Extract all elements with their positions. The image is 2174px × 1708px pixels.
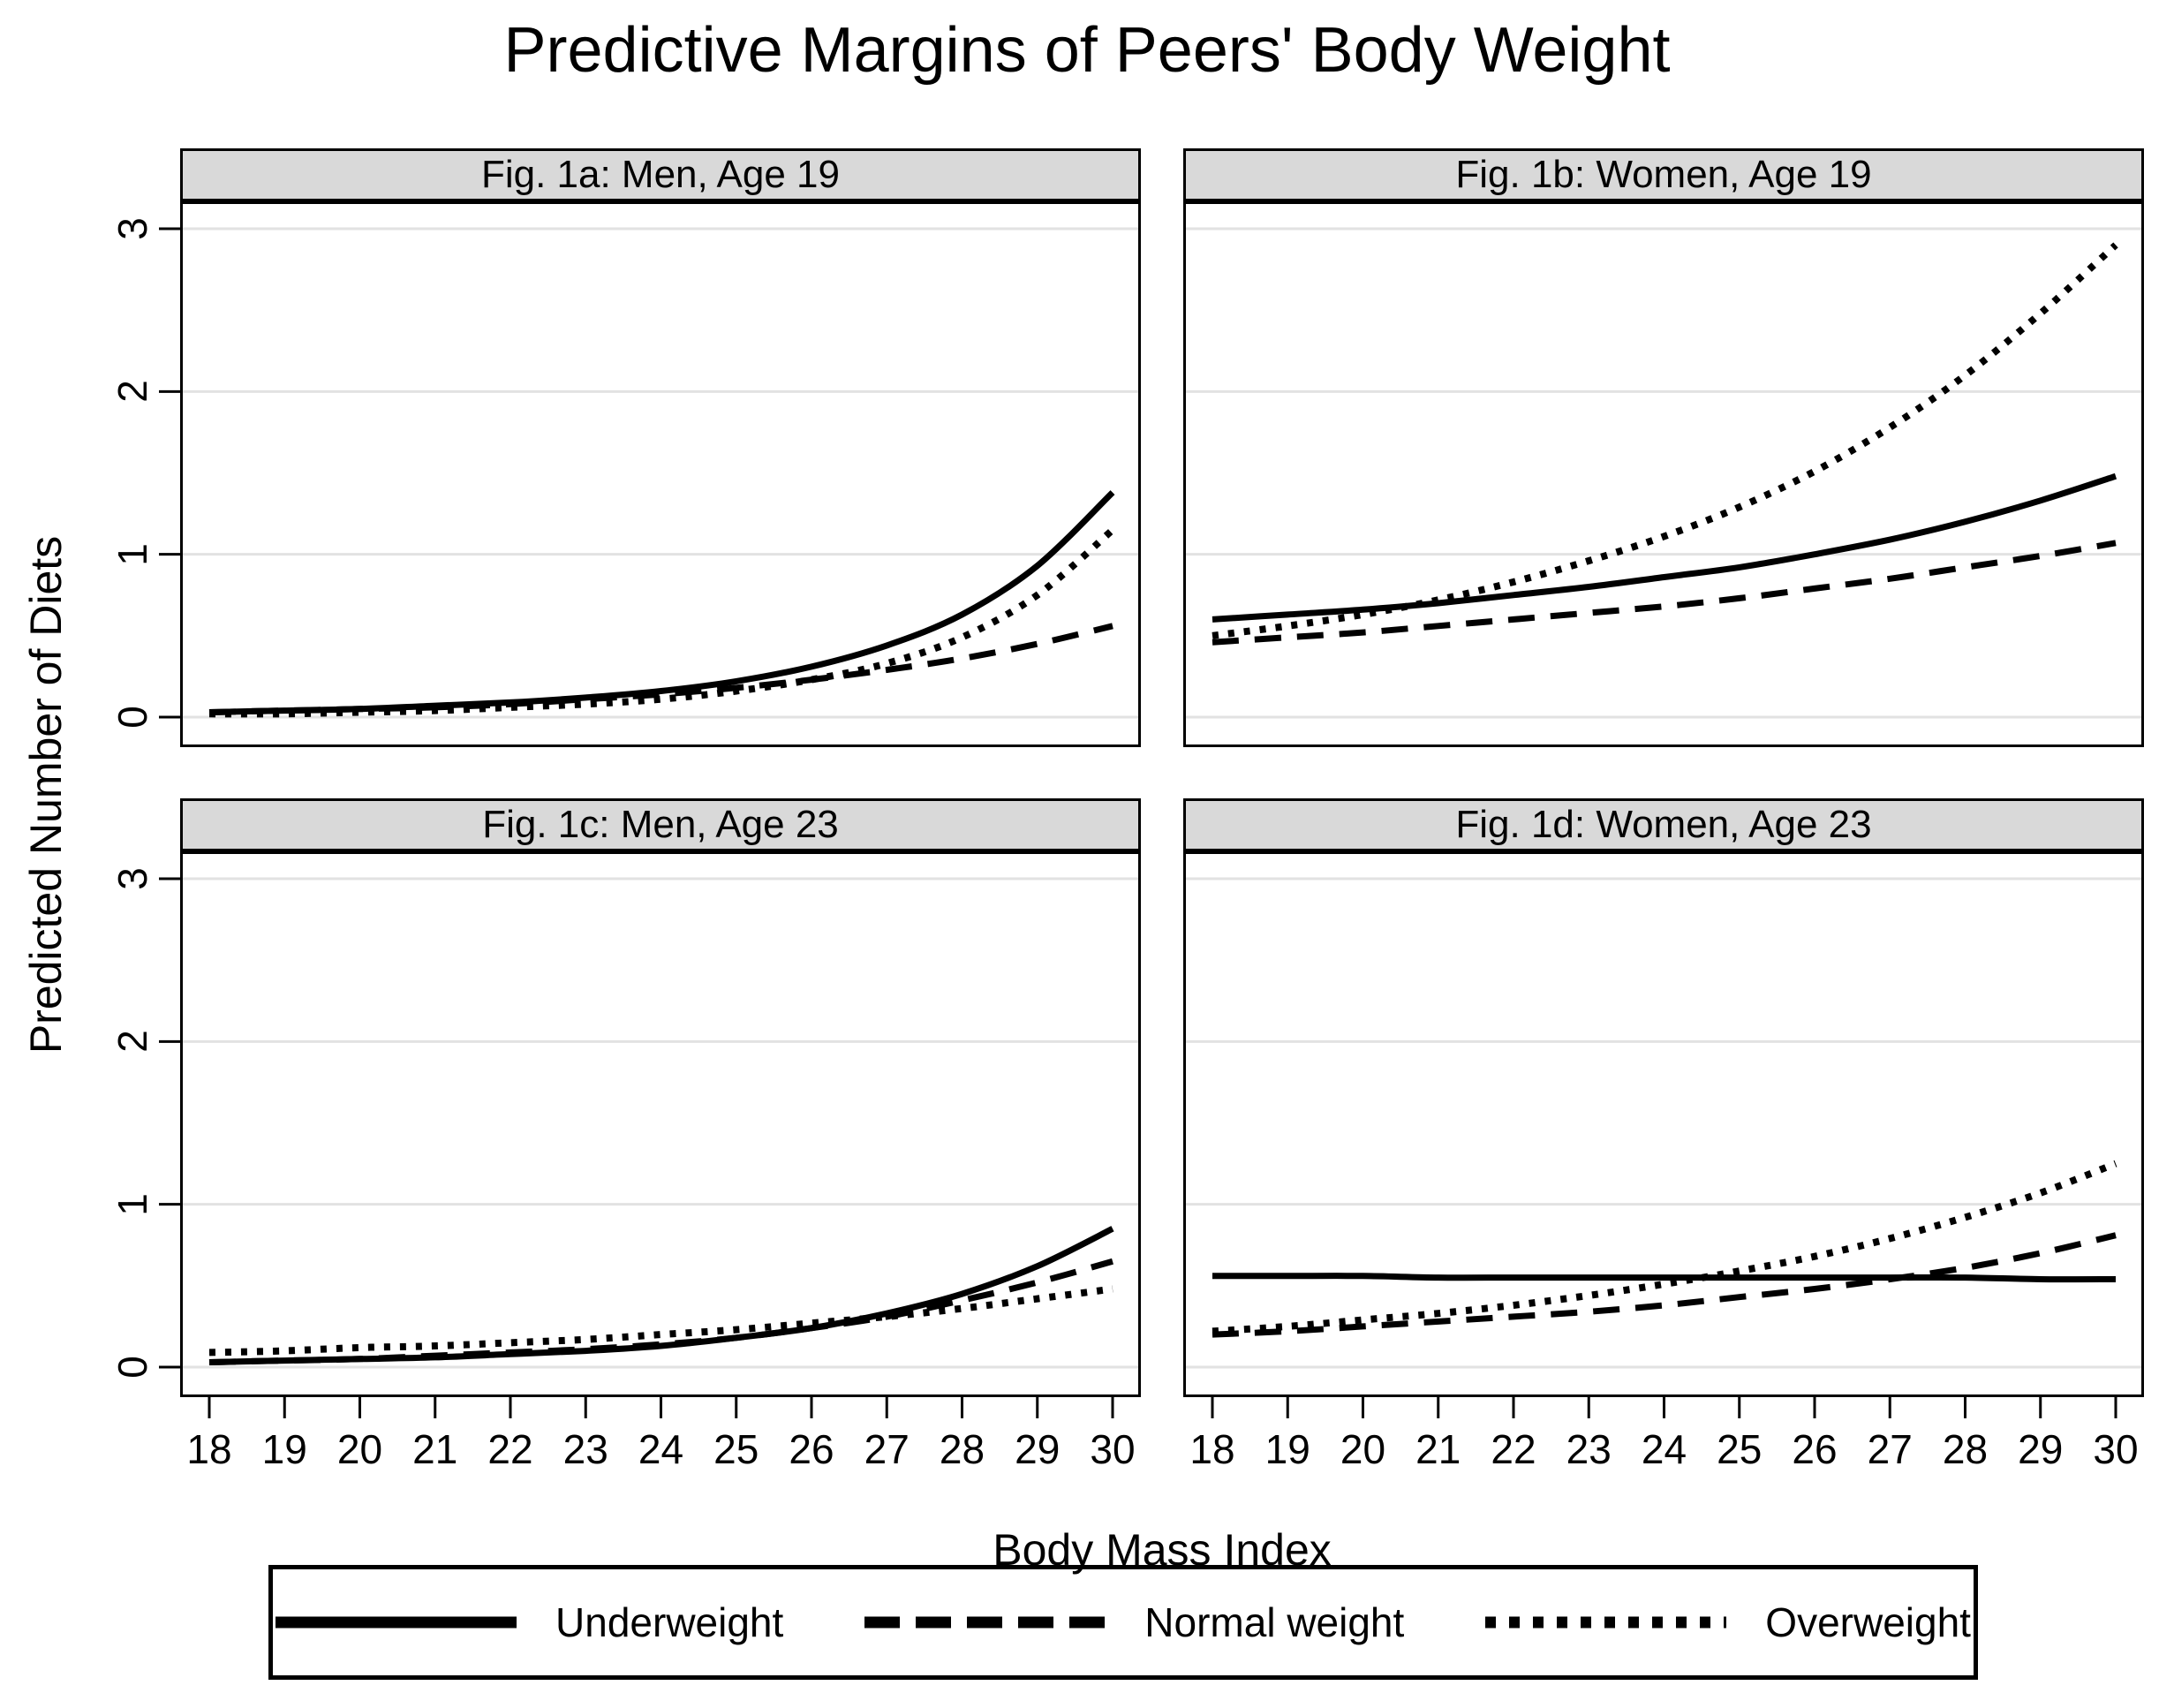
legend-label: Overweight: [1765, 1599, 1971, 1645]
x-tick-label: 24: [1641, 1426, 1687, 1472]
series-line-underweight: [1212, 472, 2117, 623]
y-tick-label: 3: [109, 867, 155, 890]
series-line-overweight: [1212, 1160, 2117, 1335]
y-tick-label: 1: [109, 1192, 155, 1216]
panel-fig-1b: Fig. 1b: Women, Age 19: [1183, 148, 2144, 747]
x-tick-label: 24: [638, 1426, 684, 1472]
x-tick-label: 27: [864, 1426, 910, 1472]
x-tick-label: 18: [1189, 1426, 1235, 1472]
panel-header: Fig. 1d: Women, Age 23: [1183, 798, 2144, 851]
x-tick-label: 21: [1415, 1426, 1461, 1472]
legend-label: Normal weight: [1144, 1599, 1405, 1645]
plot-border: [180, 201, 1141, 747]
x-tick-label: 26: [789, 1426, 834, 1472]
y-tick-label: 0: [109, 1356, 155, 1379]
plot-border: [1183, 201, 2144, 747]
legend-item-underweight: Underweight: [276, 1598, 783, 1646]
legend-item-overweight: Overweight: [1485, 1598, 1971, 1646]
x-tick-label: 23: [1566, 1426, 1612, 1472]
x-tick-label: 21: [412, 1426, 458, 1472]
x-tick-label: 28: [1942, 1426, 1989, 1472]
series-line-overweight: [208, 526, 1115, 718]
series-line-overweight: [1212, 242, 2118, 639]
x-tick-label: 23: [562, 1426, 608, 1472]
y-tick-label: 3: [109, 217, 155, 240]
solid-line-icon: [276, 1616, 517, 1629]
panel-fig-1a-plot: [159, 201, 1141, 747]
panel-header: Fig. 1b: Women, Age 19: [1183, 148, 2144, 201]
x-tick-label: 27: [1867, 1426, 1913, 1472]
panel-fig-1c-plot: [159, 851, 1141, 1418]
dashed-line-icon: [864, 1616, 1106, 1629]
x-tick-label: 28: [939, 1426, 985, 1472]
legend-label: Underweight: [555, 1599, 784, 1645]
y-tick-label: 2: [109, 380, 155, 404]
y-tick-label: 0: [109, 706, 155, 729]
x-tick-label: 18: [186, 1426, 232, 1472]
y-tick-label: 1: [109, 542, 155, 566]
x-tick-label: 20: [336, 1426, 383, 1472]
legend-item-normal-weight: Normal weight: [864, 1598, 1404, 1646]
dotted-line-icon: [1485, 1616, 1727, 1629]
x-tick-label: 25: [1717, 1426, 1763, 1472]
series-line-underweight: [1212, 1273, 2117, 1283]
series-line-normal-weight: [208, 623, 1113, 715]
plot-border: [180, 851, 1141, 1397]
panel-fig-1a: Fig. 1a: Men, Age 19: [159, 148, 1141, 747]
series-line-normal-weight: [1212, 1232, 2117, 1338]
series-line-underweight: [208, 490, 1115, 715]
page-title: Predictive Margins of Peers' Body Weight: [503, 15, 1671, 86]
panel-header: Fig. 1c: Men, Age 23: [180, 798, 1141, 851]
x-tick-label: 26: [1792, 1426, 1838, 1472]
x-tick-label: 22: [1491, 1426, 1536, 1472]
x-tick-label: 19: [261, 1426, 307, 1472]
x-tick-label: 22: [487, 1426, 533, 1472]
series-line-underweight: [208, 1226, 1114, 1365]
plot-border: [1183, 851, 2144, 1397]
panel-fig-1d-plot: [1183, 851, 2144, 1418]
panel-fig-1c: Fig. 1c: Men, Age 23: [159, 798, 1141, 1418]
y-axis-label: Predicted Number of Diets: [21, 535, 71, 1054]
panel-header: Fig. 1a: Men, Age 19: [180, 148, 1141, 201]
y-tick-label: 2: [109, 1030, 155, 1054]
x-tick-label: 30: [2093, 1426, 2139, 1472]
x-tick-label: 20: [1340, 1426, 1386, 1472]
x-tick-label: 25: [713, 1426, 759, 1472]
x-tick-label: 29: [1015, 1426, 1061, 1472]
series-line-normal-weight: [1212, 540, 2117, 646]
x-tick-label: 19: [1264, 1426, 1310, 1472]
x-tick-label: 30: [1090, 1426, 1136, 1472]
legend: Underweight Normal weight Overweight: [268, 1565, 1978, 1680]
x-tick-label: 29: [2018, 1426, 2064, 1472]
panel-fig-1d: Fig. 1d: Women, Age 23: [1183, 798, 2144, 1418]
panel-fig-1b-plot: [1183, 201, 2144, 747]
